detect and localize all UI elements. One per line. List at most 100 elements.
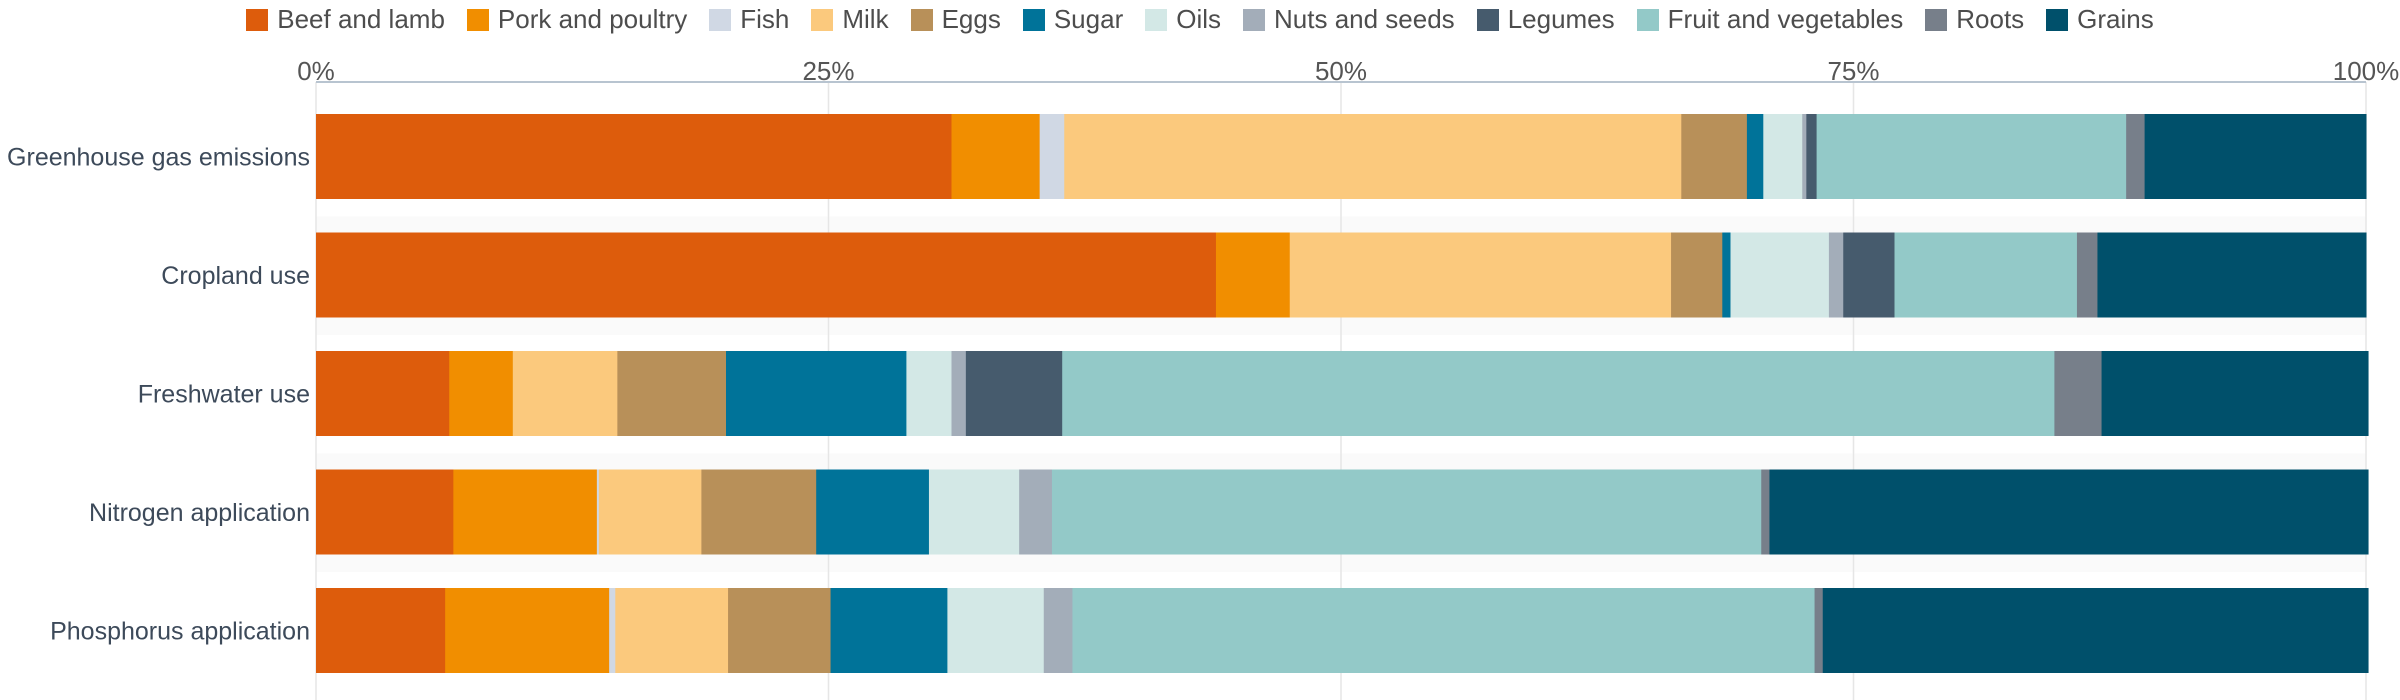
- legend-swatch: [1636, 8, 1659, 31]
- legend: Beef and lamb Pork and poultry Fish Milk Egg…: [0, 4, 2400, 35]
- bar-nuts-and-seeds-greenhouse-gas-emissions: [1802, 114, 1807, 199]
- x-tick-label: 50%: [1315, 56, 1367, 86]
- legend-swatch: [811, 8, 834, 31]
- bar-sugar-nitrogen-application: [816, 469, 930, 555]
- legend-swatch: [2046, 8, 2069, 31]
- bar-oils-freshwater-use: [906, 351, 952, 436]
- legend-item-pork-and-poultry: Pork and poultry: [466, 4, 688, 35]
- legend-swatch: [466, 8, 489, 31]
- legend-item-roots: Roots: [1925, 4, 2024, 35]
- bar-nuts-and-seeds-cropland-use: [1828, 232, 1844, 318]
- bar-oils-greenhouse-gas-emissions: [1763, 114, 1803, 199]
- legend-label: Pork and poultry: [497, 4, 688, 34]
- bar-eggs-freshwater-use: [617, 351, 727, 436]
- bar-eggs-phosphorus-application: [728, 588, 832, 673]
- bar-roots-greenhouse-gas-emissions: [2126, 114, 2146, 199]
- bar-fruit-and-vegetables-freshwater-use: [1062, 351, 2055, 436]
- bar-roots-freshwater-use: [2054, 351, 2103, 436]
- bar-pork-and-poultry-greenhouse-gas-emissions: [951, 114, 1041, 199]
- legend-label: Roots: [1956, 4, 2025, 34]
- bar-milk-phosphorus-application: [615, 588, 729, 673]
- legend-item-milk: Milk: [811, 4, 889, 35]
- bar-fish-greenhouse-gas-emissions: [1039, 114, 1065, 199]
- bar-legumes-freshwater-use: [965, 351, 1063, 436]
- x-tick-label: 75%: [1827, 56, 1879, 86]
- bar-grains-greenhouse-gas-emissions: [2144, 114, 2367, 199]
- legend-label: Eggs: [941, 4, 1001, 34]
- bar-fruit-and-vegetables-phosphorus-application: [1072, 588, 1816, 673]
- legend-swatch: [246, 8, 269, 31]
- bar-pork-and-poultry-phosphorus-application: [445, 588, 610, 673]
- legend-swatch: [1476, 8, 1499, 31]
- category-label: Freshwater use: [138, 381, 310, 409]
- bar-fruit-and-vegetables-cropland-use: [1894, 232, 2078, 318]
- legend-swatch: [1022, 8, 1045, 31]
- legend-item-beef-and-lamb: Beef and lamb: [246, 4, 445, 35]
- bar-fish-phosphorus-application: [609, 588, 616, 673]
- legend-item-sugar: Sugar: [1022, 4, 1124, 35]
- legend-label: Milk: [842, 4, 889, 34]
- bar-nuts-and-seeds-phosphorus-application: [1043, 588, 1073, 673]
- legend-swatch: [1925, 8, 1948, 31]
- legend-swatch: [709, 8, 732, 31]
- legend-label: Fruit and vegetables: [1667, 4, 1904, 34]
- bar-milk-cropland-use: [1289, 232, 1672, 318]
- bar-nuts-and-seeds-freshwater-use: [951, 351, 967, 436]
- legend-swatch: [1243, 8, 1266, 31]
- legend-swatch: [910, 8, 933, 31]
- bar-pork-and-poultry-nitrogen-application: [453, 469, 598, 555]
- legend-label: Grains: [2077, 4, 2154, 34]
- bar-beef-and-lamb-phosphorus-application: [316, 588, 446, 673]
- bar-eggs-cropland-use: [1671, 232, 1723, 318]
- x-tick-label: 100%: [2333, 56, 2400, 86]
- legend-item-legumes: Legumes: [1476, 4, 1615, 35]
- bar-oils-cropland-use: [1730, 232, 1830, 318]
- bar-milk-freshwater-use: [512, 351, 618, 436]
- bar-eggs-greenhouse-gas-emissions: [1681, 114, 1748, 199]
- bar-grains-nitrogen-application: [1769, 469, 2369, 555]
- bar-nuts-and-seeds-nitrogen-application: [1019, 469, 1053, 555]
- bar-beef-and-lamb-cropland-use: [316, 232, 1217, 318]
- legend-label: Beef and lamb: [277, 4, 445, 34]
- category-label: Cropland use: [161, 262, 310, 290]
- bar-pork-and-poultry-cropland-use: [1215, 232, 1291, 318]
- bar-oils-phosphorus-application: [947, 588, 1045, 673]
- bar-sugar-phosphorus-application: [830, 588, 948, 673]
- category-label: Phosphorus application: [50, 618, 310, 646]
- category-label: Nitrogen application: [89, 499, 310, 527]
- legend-item-nuts-and-seeds: Nuts and seeds: [1243, 4, 1455, 35]
- legend-swatch: [1145, 8, 1168, 31]
- bar-sugar-freshwater-use: [726, 351, 907, 436]
- bar-fruit-and-vegetables-greenhouse-gas-emissions: [1816, 114, 2127, 199]
- x-tick-label: 0%: [297, 56, 335, 86]
- legend-item-oils: Oils: [1145, 4, 1221, 35]
- bar-roots-phosphorus-application: [1814, 588, 1824, 673]
- legend-item-eggs: Eggs: [910, 4, 1001, 35]
- legend-item-fish: Fish: [709, 4, 789, 35]
- bar-pork-and-poultry-freshwater-use: [449, 351, 514, 436]
- bar-fruit-and-vegetables-nitrogen-application: [1051, 469, 1762, 555]
- bar-milk-nitrogen-application: [598, 469, 702, 555]
- bar-roots-cropland-use: [2076, 232, 2098, 318]
- bar-grains-phosphorus-application: [1822, 588, 2369, 673]
- legend-item-fruit-and-vegetables: Fruit and vegetables: [1636, 4, 1904, 35]
- bar-grains-freshwater-use: [2101, 351, 2369, 436]
- bar-oils-nitrogen-application: [928, 469, 1020, 555]
- bar-legumes-greenhouse-gas-emissions: [1806, 114, 1818, 199]
- bar-eggs-nitrogen-application: [701, 469, 817, 555]
- legend-label: Oils: [1176, 4, 1222, 34]
- bar-fish-nitrogen-application: [596, 469, 600, 555]
- bar-grains-cropland-use: [2097, 232, 2367, 318]
- bar-beef-and-lamb-freshwater-use: [316, 351, 450, 436]
- legend-label: Legumes: [1507, 4, 1615, 34]
- legend-label: Sugar: [1053, 4, 1124, 34]
- bar-roots-nitrogen-application: [1761, 469, 1770, 555]
- bar-milk-greenhouse-gas-emissions: [1064, 114, 1682, 199]
- x-tick-label: 25%: [802, 56, 854, 86]
- legend-label: Fish: [740, 4, 790, 34]
- bar-beef-and-lamb-nitrogen-application: [316, 469, 454, 555]
- category-label: Greenhouse gas emissions: [7, 144, 310, 172]
- legend-label: Nuts and seeds: [1274, 4, 1455, 34]
